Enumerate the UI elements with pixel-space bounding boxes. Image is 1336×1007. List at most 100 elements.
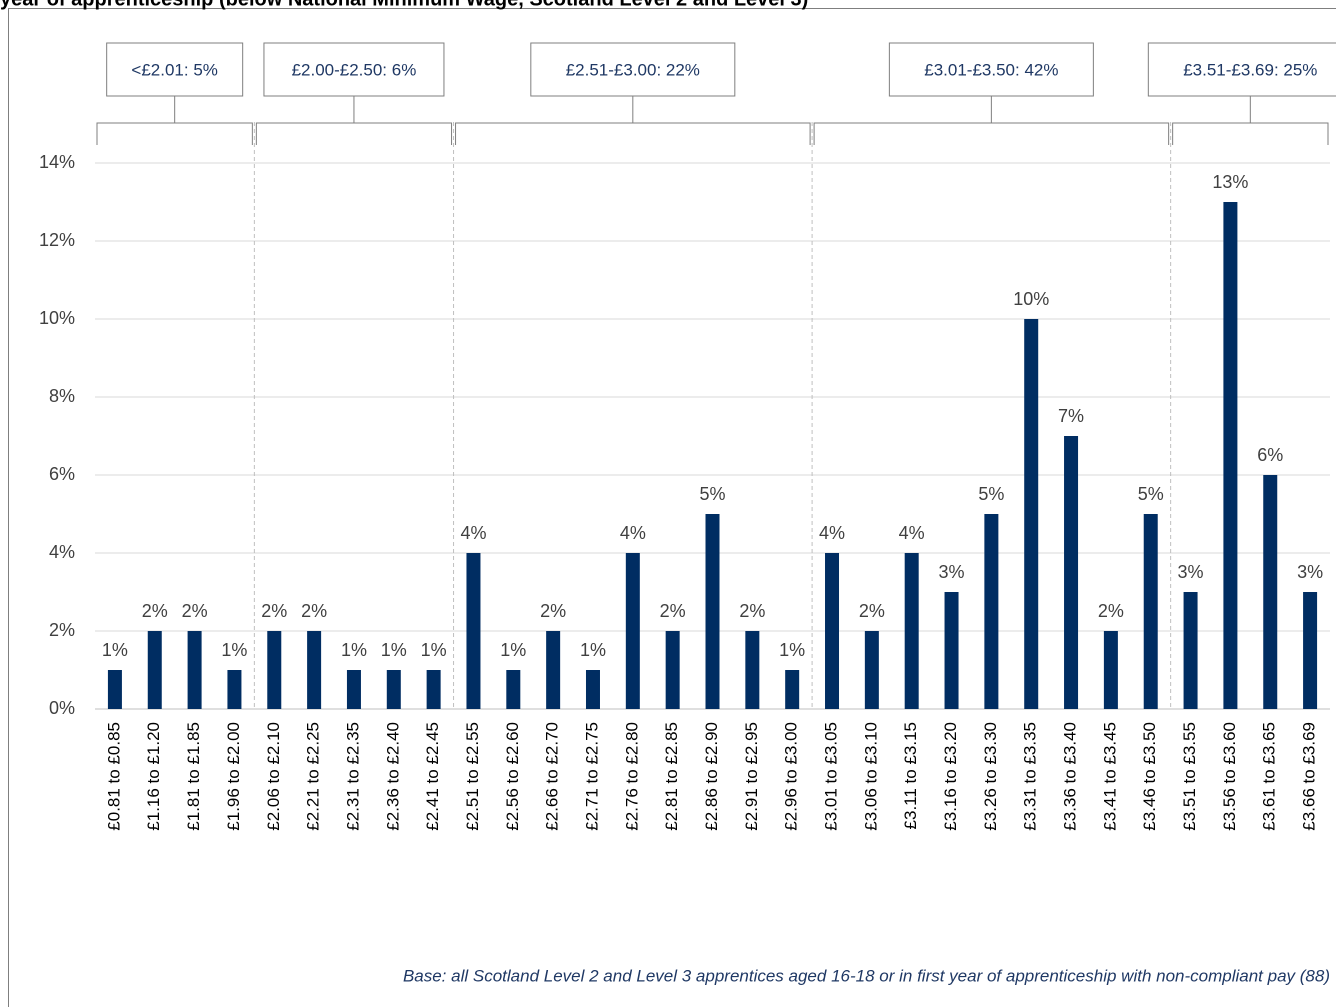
data-label: 1% — [102, 640, 128, 660]
x-tick-label: £2.81 to £2.85 — [662, 722, 681, 831]
bar — [745, 631, 760, 709]
x-tick-label: £3.01 to £3.05 — [822, 722, 841, 831]
group-box — [1147, 42, 1336, 97]
group-bracket — [255, 96, 453, 145]
x-tick-label: £2.21 to £2.25 — [304, 722, 323, 831]
group-bracket — [813, 96, 1170, 145]
x-tick-label: £2.41 to £2.45 — [423, 722, 442, 831]
data-label: 1% — [341, 640, 367, 660]
x-tick-label: £3.06 to £3.10 — [861, 722, 880, 831]
x-tick-label: £3.51 to £3.55 — [1180, 722, 1199, 831]
group-label: <£2.01: 5% — [131, 60, 218, 79]
x-tick-label: £1.96 to £2.00 — [224, 722, 243, 831]
bar — [546, 631, 561, 709]
x-tick-label: £3.36 to £3.40 — [1061, 722, 1080, 831]
data-label: 1% — [500, 640, 526, 660]
x-tick-label: £2.71 to £2.75 — [582, 722, 601, 831]
bar — [1303, 592, 1318, 709]
y-tick-label: 10% — [39, 308, 75, 328]
y-tick-label: 6% — [49, 464, 75, 484]
group-box — [530, 42, 736, 97]
x-tick-label: £2.91 to £2.95 — [742, 722, 761, 831]
data-label: 2% — [142, 601, 168, 621]
bar — [227, 670, 242, 709]
x-tick-label: £3.61 to £3.65 — [1260, 722, 1279, 831]
data-label: 2% — [261, 601, 287, 621]
bar — [346, 670, 361, 709]
y-tick-label: 4% — [49, 542, 75, 562]
chart-border — [8, 8, 1336, 1007]
bar — [984, 514, 999, 709]
footnote: Base: all Scotland Level 2 and Level 3 a… — [403, 966, 1330, 985]
x-tick-label: £1.16 to £1.20 — [144, 722, 163, 831]
data-label: 2% — [739, 601, 765, 621]
data-label: 2% — [301, 601, 327, 621]
bar — [386, 670, 401, 709]
group-bracket — [96, 96, 253, 145]
bar — [107, 670, 122, 709]
data-label: 1% — [779, 640, 805, 660]
x-tick-label: £2.66 to £2.70 — [543, 722, 562, 831]
data-label: 4% — [460, 523, 486, 543]
y-tick-label: 0% — [49, 698, 75, 718]
x-tick-label: £2.86 to £2.90 — [702, 722, 721, 831]
bar — [785, 670, 800, 709]
y-tick-label: 8% — [49, 386, 75, 406]
data-label: 2% — [859, 601, 885, 621]
x-tick-label: £2.51 to £2.55 — [463, 722, 482, 831]
bar — [1064, 436, 1079, 709]
data-label: 4% — [620, 523, 646, 543]
data-label: 1% — [580, 640, 606, 660]
x-tick-label: £3.41 to £3.45 — [1100, 722, 1119, 831]
group-bracket — [455, 96, 811, 145]
group-label: £3.01-£3.50: 42% — [924, 60, 1058, 79]
bar — [1024, 319, 1039, 709]
data-label: 2% — [540, 601, 566, 621]
data-label: 1% — [381, 640, 407, 660]
x-tick-label: £3.16 to £3.20 — [941, 722, 960, 831]
data-label: 7% — [1058, 406, 1084, 426]
data-label: 3% — [939, 562, 965, 582]
data-label: 10% — [1013, 289, 1049, 309]
bar — [267, 631, 282, 709]
bar — [904, 553, 919, 709]
x-tick-label: £3.46 to £3.50 — [1140, 722, 1159, 831]
data-label: 4% — [899, 523, 925, 543]
x-tick-label: £3.56 to £3.60 — [1220, 722, 1239, 831]
x-tick-label: £3.31 to £3.35 — [1021, 722, 1040, 831]
group-label: £2.51-£3.00: 22% — [566, 60, 700, 79]
data-label: 5% — [1138, 484, 1164, 504]
bar — [665, 631, 680, 709]
data-label: 3% — [1297, 562, 1323, 582]
x-tick-label: £2.56 to £2.60 — [503, 722, 522, 831]
data-label: 1% — [421, 640, 447, 660]
bar — [1183, 592, 1198, 709]
x-tick-label: £1.81 to £1.85 — [184, 722, 203, 831]
x-tick-label: £3.66 to £3.69 — [1300, 722, 1319, 831]
bar — [307, 631, 322, 709]
bar — [506, 670, 521, 709]
x-tick-label: £3.26 to £3.30 — [981, 722, 1000, 831]
group-box — [106, 42, 244, 97]
data-label: 2% — [660, 601, 686, 621]
group-box — [263, 42, 445, 97]
data-label: 1% — [221, 640, 247, 660]
bar — [187, 631, 202, 709]
x-tick-label: £2.06 to £2.10 — [264, 722, 283, 831]
bar — [1223, 202, 1238, 709]
x-tick-label: £2.76 to £2.80 — [622, 722, 641, 831]
bar — [1143, 514, 1158, 709]
data-label: 5% — [699, 484, 725, 504]
y-tick-label: 14% — [39, 152, 75, 172]
y-tick-label: 12% — [39, 230, 75, 250]
bar — [705, 514, 720, 709]
data-label: 2% — [182, 601, 208, 621]
group-bracket — [1172, 96, 1329, 145]
x-tick-label: £2.96 to £3.00 — [782, 722, 801, 831]
bar — [625, 553, 640, 709]
bar — [864, 631, 879, 709]
bar — [944, 592, 959, 709]
group-label: £2.00-£2.50: 6% — [292, 60, 417, 79]
bar — [1263, 475, 1278, 709]
